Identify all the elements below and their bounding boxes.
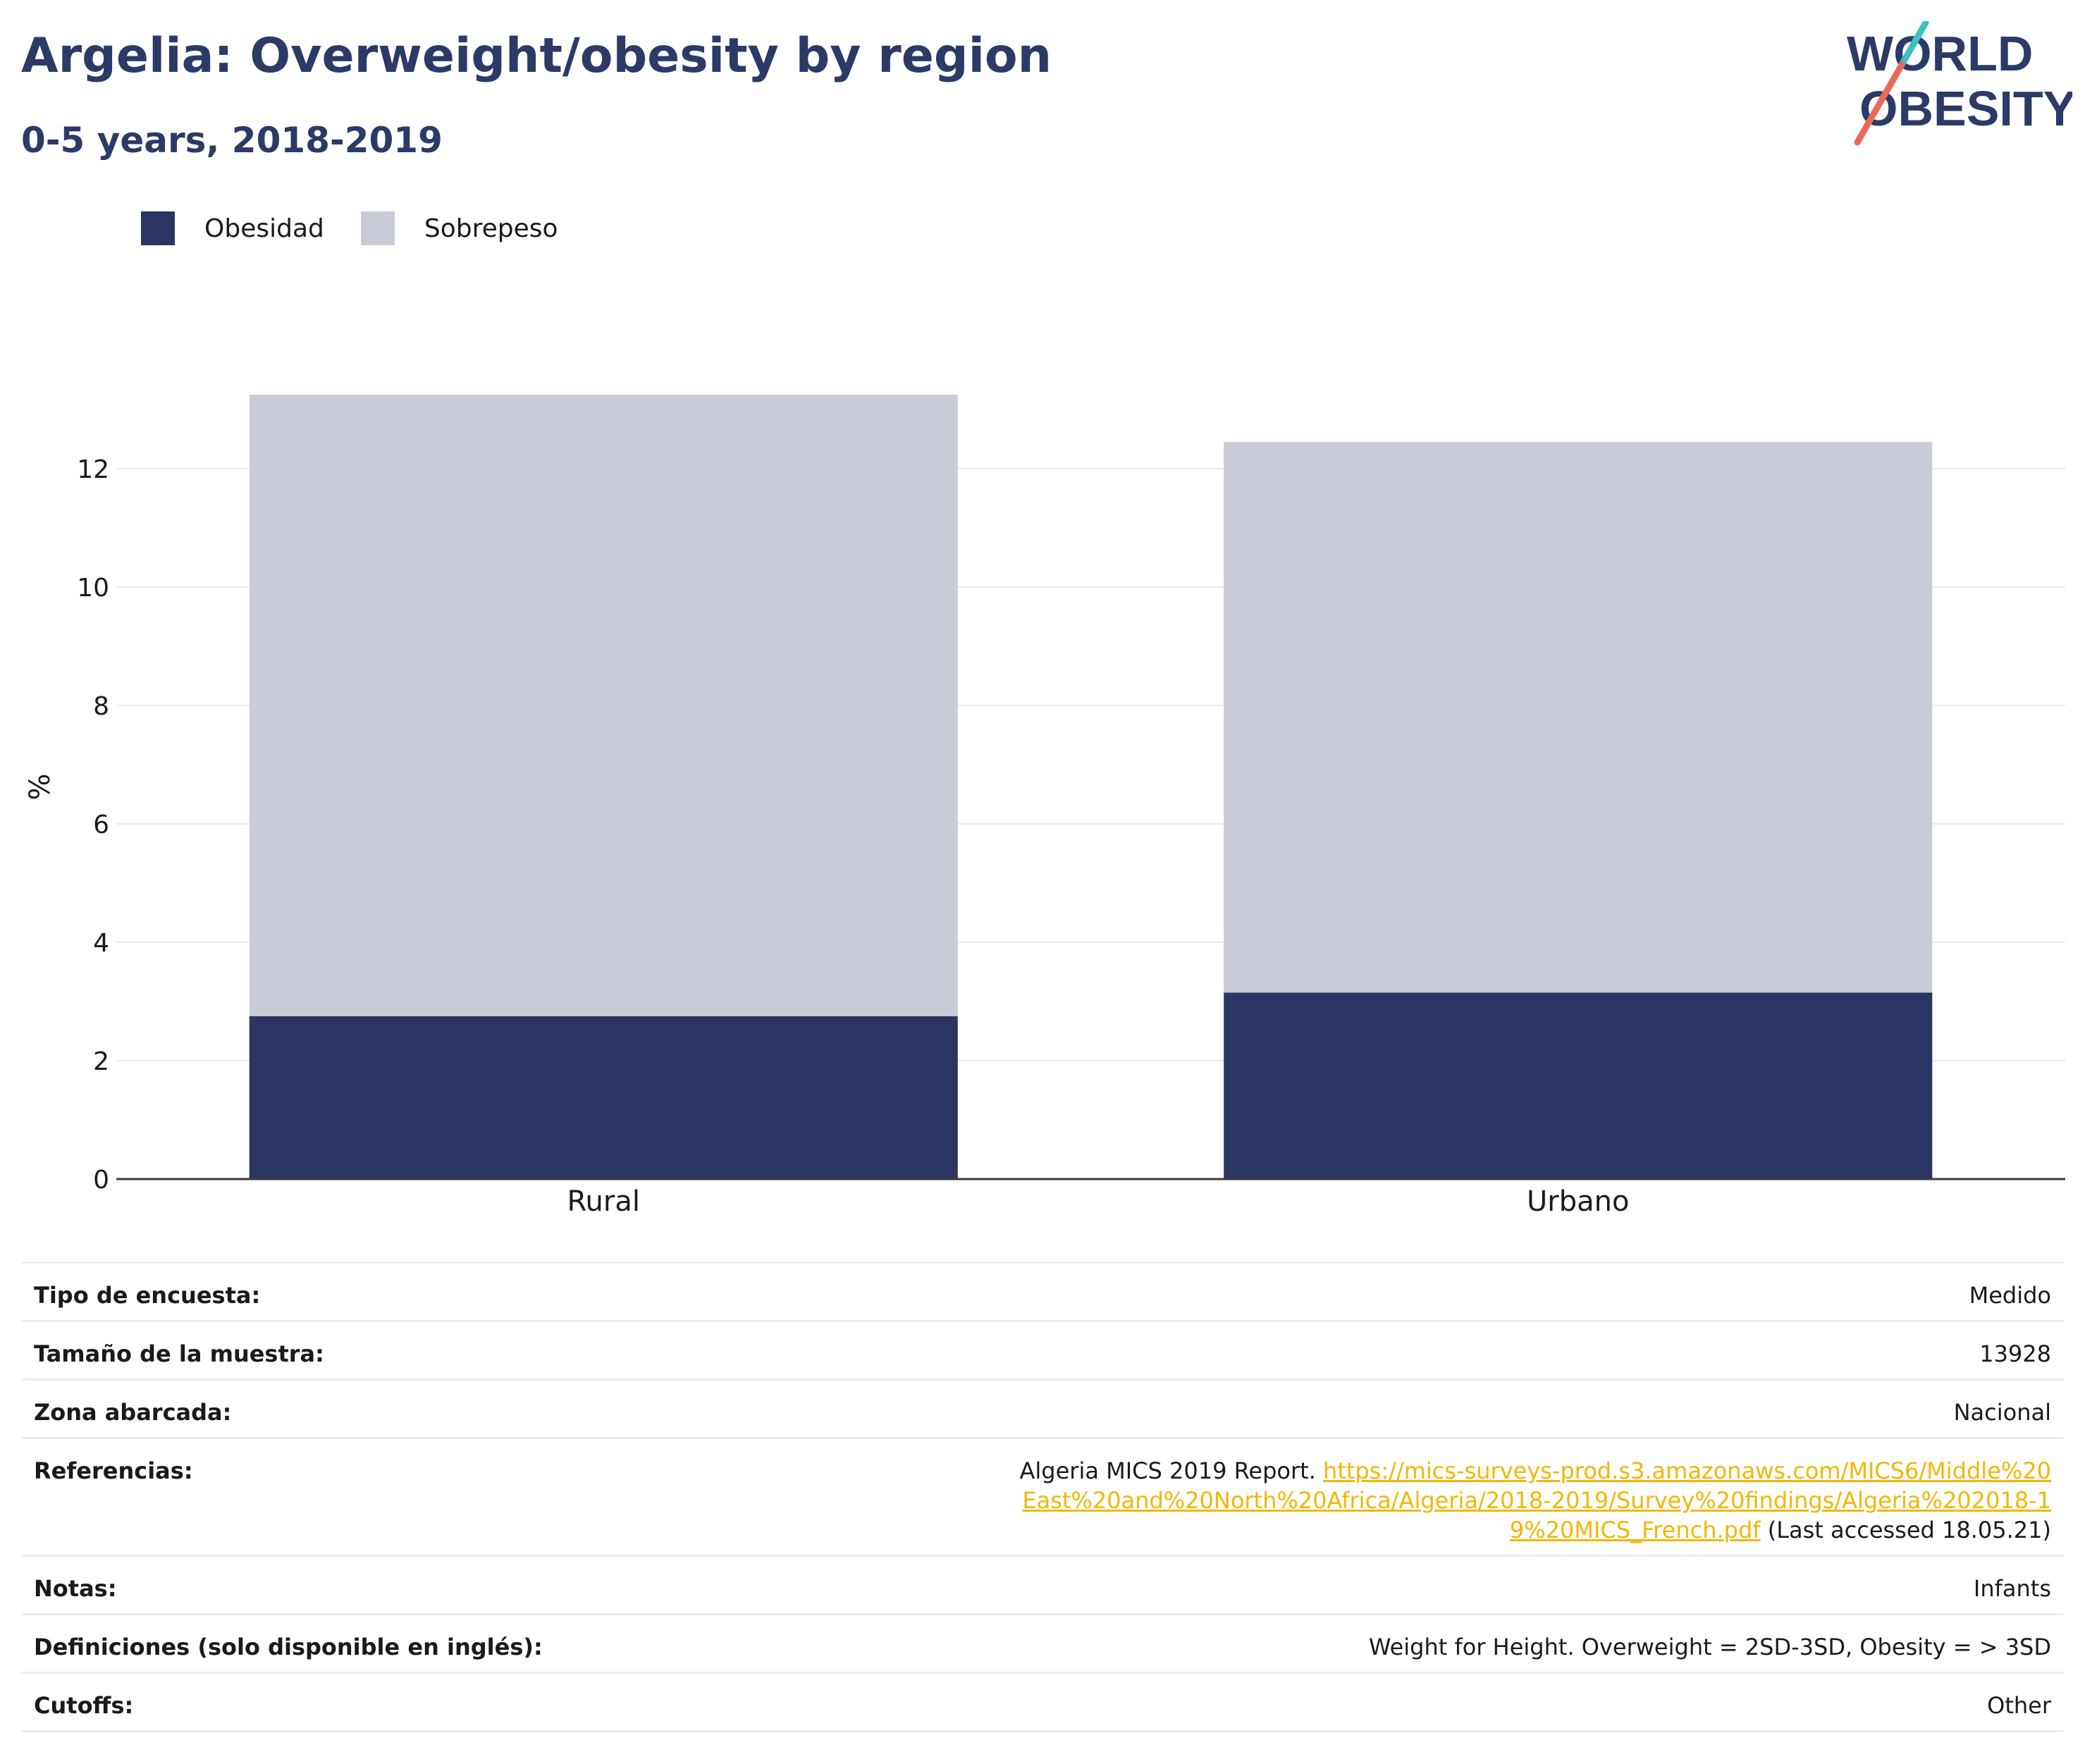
y-tick-label: 6 [93, 810, 109, 839]
survey-details-table: Tipo de encuesta: Medido Tamaño de la mu… [21, 1262, 2064, 1732]
detail-row-area-covered: Zona abarcada: Nacional [21, 1378, 2064, 1437]
reference-accessed: (Last accessed 18.05.21) [1767, 1517, 2051, 1543]
y-tick-label: 4 [93, 929, 109, 958]
detail-value: 13928 [1979, 1340, 2051, 1367]
chart-legend: Obesidad Sobrepeso [141, 209, 595, 248]
detail-label: Tamaño de la muestra: [34, 1340, 324, 1367]
detail-label: Referencias: [34, 1457, 193, 1484]
stacked-bar-chart: 0 2 4 6 8 10 12% Rural Urbano [24, 395, 2065, 1218]
detail-row-cutoffs: Cutoffs: Other [21, 1672, 2064, 1732]
reference-text: Algeria MICS 2019 Report. [1019, 1457, 1316, 1484]
detail-value-references: Algeria MICS 2019 Report. https://mics-s… [1008, 1456, 2051, 1545]
chart-title: Argelia: Overweight/obesity by region [21, 28, 1052, 84]
logo-stripe-teal [1898, 21, 1929, 68]
x-tick-label: Urbano [1527, 1185, 1629, 1218]
detail-row-definitions: Definiciones (solo disponible en inglés)… [21, 1613, 2064, 1672]
logo-line2: OBESITY [1859, 81, 2072, 136]
logo-line1: WORLD [1847, 26, 2033, 81]
legend-item-sobrepeso[interactable]: Sobrepeso [360, 211, 558, 245]
legend-swatch-sobrepeso [360, 211, 395, 245]
detail-row-survey-type: Tipo de encuesta: Medido [21, 1262, 2064, 1320]
logo-stripe-coral [1854, 61, 1905, 146]
detail-label: Zona abarcada: [34, 1399, 232, 1426]
x-tick-label: Rural [567, 1185, 640, 1218]
detail-value: Weight for Height. Overweight = 2SD-3SD,… [1368, 1634, 2051, 1660]
detail-label: Notas: [34, 1575, 117, 1602]
y-tick-label: 0 [93, 1166, 109, 1195]
y-tick-label: 8 [93, 692, 109, 721]
detail-label: Tipo de encuesta: [34, 1282, 261, 1309]
bar-obesidad-urbano [1224, 992, 1933, 1179]
y-tick-label: 10 [77, 574, 109, 603]
detail-row-notes: Notas: Infants [21, 1555, 2064, 1613]
legend-label-obesidad: Obesidad [204, 214, 324, 243]
detail-row-references: Referencias: Algeria MICS 2019 Report. h… [21, 1437, 2064, 1555]
detail-value: Medido [1969, 1282, 2051, 1309]
detail-label: Definiciones (solo disponible en inglés)… [34, 1634, 543, 1660]
bar-sobrepeso-urbano [1224, 442, 1933, 993]
reference-link[interactable]: https://mics-surveys-prod.s3.amazonaws.c… [1022, 1457, 2051, 1543]
bar-obesidad-rural [249, 1016, 958, 1179]
chart-subtitle: 0-5 years, 2018-2019 [21, 120, 443, 161]
detail-label: Cutoffs: [34, 1692, 134, 1719]
detail-value: Other [1987, 1692, 2051, 1719]
y-tick-label: 2 [93, 1047, 109, 1076]
legend-swatch-obesidad [141, 211, 175, 245]
y-tick-label: 12 [77, 455, 109, 484]
detail-value: Nacional [1953, 1399, 2051, 1426]
y-axis-label: % [24, 773, 56, 800]
detail-row-sample-size: Tamaño de la muestra: 13928 [21, 1320, 2064, 1378]
detail-value: Infants [1973, 1575, 2051, 1602]
world-obesity-logo: WORLD OBESITY [1847, 21, 2072, 146]
legend-label-sobrepeso: Sobrepeso [424, 214, 558, 243]
bar-sobrepeso-rural [249, 395, 958, 1016]
legend-item-obesidad[interactable]: Obesidad [141, 211, 324, 245]
